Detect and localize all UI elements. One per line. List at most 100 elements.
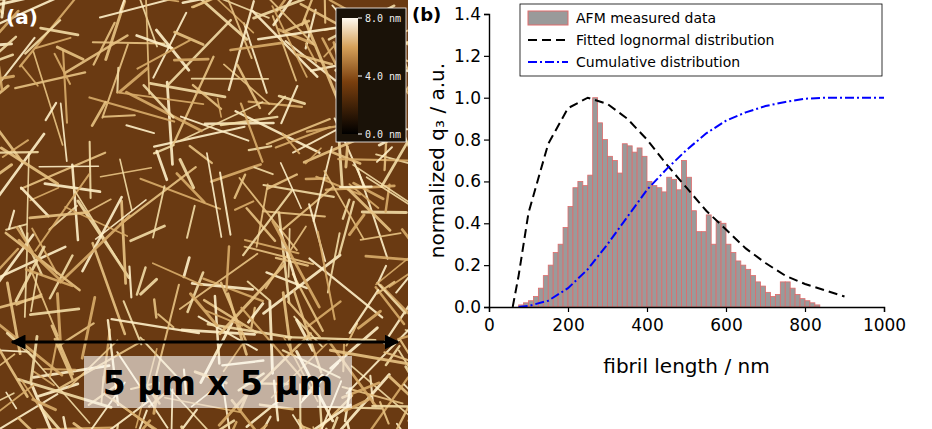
histogram-bar	[617, 173, 622, 307]
histogram-bar	[790, 288, 795, 307]
fibril	[0, 385, 34, 428]
histogram-bar	[558, 244, 563, 307]
fibril	[231, 43, 283, 50]
histogram-bar	[736, 261, 741, 307]
fibril	[367, 177, 408, 222]
tick-mark	[484, 307, 489, 308]
histogram-bar	[662, 192, 667, 307]
fibril	[184, 258, 189, 277]
fibril	[187, 206, 195, 238]
plot-area	[513, 98, 884, 307]
fibril	[129, 266, 131, 297]
y-tick: 0.8	[454, 130, 489, 150]
y-tick: 0.2	[454, 255, 489, 275]
fibril	[122, 201, 126, 283]
fibril	[43, 410, 98, 429]
fibril	[126, 125, 154, 133]
histogram-bar	[751, 276, 756, 307]
fibril	[0, 151, 38, 154]
tick-mark	[884, 307, 885, 312]
histogram-bar	[775, 294, 780, 307]
histogram-bar	[711, 244, 716, 307]
fibril	[198, 0, 254, 33]
x-tick: 1000	[863, 307, 906, 335]
colorbar-label: 8.0 nm	[365, 13, 401, 24]
fibril	[192, 0, 210, 7]
y-tick: 1.0	[454, 88, 489, 108]
fibril	[228, 422, 236, 429]
fibril	[19, 418, 37, 429]
tick-label: 0.2	[454, 255, 481, 275]
fibril	[108, 421, 150, 429]
legend-swatch	[528, 11, 568, 25]
histogram-bar	[746, 269, 751, 307]
y-axis: 0.00.20.40.60.81.01.21.4	[454, 4, 490, 317]
fibril	[154, 300, 156, 318]
tick-mark	[484, 14, 489, 15]
fibril	[226, 246, 229, 290]
fibril	[270, 405, 351, 429]
histogram-bar	[642, 156, 647, 307]
fibril	[30, 188, 58, 201]
afm-background	[0, 0, 408, 429]
histogram-bar	[553, 253, 558, 307]
histogram-bar	[761, 286, 766, 307]
scale-arrow	[12, 341, 398, 344]
fibril	[34, 52, 63, 145]
histogram-bar	[687, 177, 692, 307]
histogram-bar	[810, 303, 815, 307]
fibril	[297, 55, 332, 65]
fibril	[150, 83, 225, 97]
fibril	[137, 40, 190, 69]
fibril	[106, 1, 125, 59]
histogram-bar	[608, 156, 613, 307]
fibril	[310, 259, 383, 318]
tick-label: 0.0	[454, 297, 481, 317]
histogram-bar	[756, 282, 761, 307]
legend-label: Fitted lognormal distribution	[576, 32, 774, 48]
histogram-bar	[593, 98, 598, 307]
fibril	[192, 78, 269, 80]
histogram-bar	[731, 253, 736, 307]
histogram-bar	[573, 188, 578, 307]
fibril	[268, 175, 297, 189]
fibril	[377, 282, 394, 293]
fibril	[183, 0, 258, 3]
y-tick: 1.4	[454, 4, 489, 24]
fibril	[65, 207, 127, 236]
fibril	[269, 97, 285, 114]
fibril	[241, 104, 262, 162]
x-axis-title: fibril length / nm	[603, 354, 769, 378]
fibril	[0, 296, 41, 320]
fibril	[141, 279, 157, 294]
histogram-bar	[533, 297, 538, 307]
fibril	[86, 199, 111, 213]
histogram-bar	[603, 140, 608, 307]
scale-label: 5 µm x 5 µm	[103, 364, 334, 403]
y-tick: 1.2	[454, 46, 489, 66]
histogram-bar	[627, 146, 632, 307]
histogram-bar	[721, 223, 726, 307]
histogram-bar	[563, 227, 568, 307]
fibril	[153, 263, 202, 285]
legend-label: AFM measured data	[576, 10, 716, 26]
fibril	[215, 296, 219, 363]
tick-mark	[726, 307, 727, 312]
fibril	[349, 215, 363, 235]
fibrils	[0, 0, 408, 429]
fibril	[72, 165, 78, 240]
x-tick: 800	[789, 307, 821, 335]
fibril	[254, 167, 272, 174]
fibril	[39, 165, 98, 167]
tick-label: 800	[789, 315, 821, 335]
fibril	[30, 309, 78, 315]
colorbar-gradient	[342, 18, 358, 134]
x-tick: 400	[631, 307, 663, 335]
fibril	[220, 173, 230, 235]
fibril	[26, 270, 72, 286]
fibril	[377, 147, 392, 162]
fibril	[347, 423, 355, 429]
fibril	[402, 230, 408, 304]
fibril	[313, 427, 321, 429]
legend: AFM measured data Fitted lognormal distri…	[520, 4, 882, 76]
